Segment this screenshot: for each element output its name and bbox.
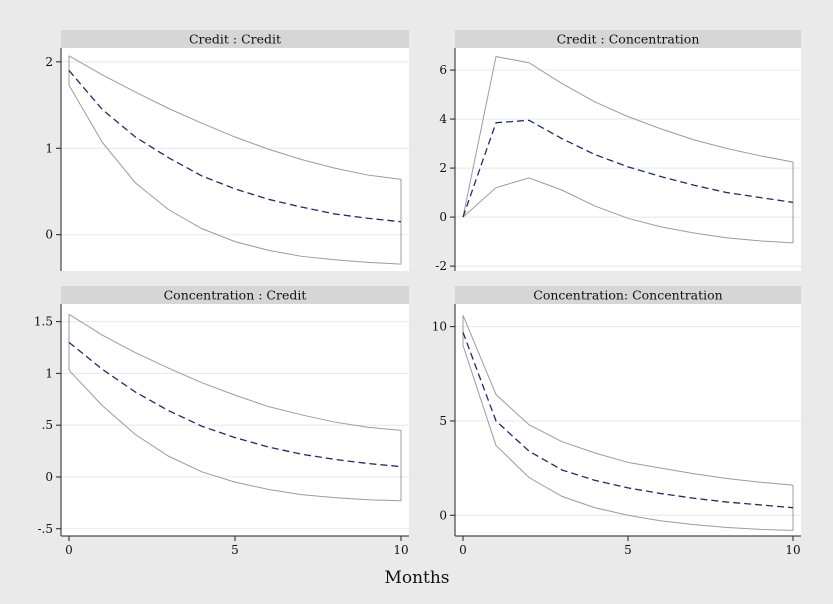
lower-bound-line (68, 84, 402, 265)
upper-bound-line (68, 55, 402, 180)
panel-background (455, 286, 801, 536)
lower-bound-line (68, 369, 402, 502)
irf-line (462, 332, 794, 509)
x-tick-label: 10 (785, 543, 800, 557)
y-tick-label: 0 (45, 228, 53, 242)
y-tick-label: 6 (439, 63, 447, 77)
x-tick-label: 5 (231, 543, 239, 557)
y-tick-label: 1 (45, 141, 53, 155)
panel-header (61, 30, 409, 48)
panel-header (61, 286, 409, 304)
irf-line (68, 341, 402, 468)
irf-line (68, 70, 402, 223)
y-tick-label: 10 (432, 320, 447, 334)
panel-2: Credit : Concentration -2 0 2 4 6 (435, 30, 801, 273)
panel-1: Credit : Credit 0 1 2 (45, 30, 409, 271)
panel-header (455, 30, 801, 48)
panel-header (455, 286, 801, 304)
x-axis-title: Months (384, 568, 449, 588)
y-tick-label: 2 (439, 161, 447, 175)
y-tick-label: 1.5 (34, 315, 53, 329)
panel-title: Credit : Credit (189, 32, 281, 47)
y-tick-label: 1 (45, 366, 53, 380)
panel-title: Concentration: Concentration (533, 288, 722, 303)
y-tick-label: 0 (45, 470, 53, 484)
y-tick-label: 4 (439, 112, 447, 126)
y-tick-label: -.5 (37, 522, 53, 536)
panel-background (61, 286, 409, 536)
panel-background (455, 30, 801, 271)
panel-background (61, 30, 409, 271)
irf-line (462, 119, 794, 218)
y-tick-label: .5 (42, 418, 53, 432)
lower-bound-line (462, 177, 794, 244)
x-tick-label: 0 (65, 543, 73, 557)
y-tick-label: 2 (45, 55, 53, 69)
panel-title: Credit : Concentration (557, 32, 700, 47)
y-tick-label: 0 (439, 210, 447, 224)
lower-bound-line (462, 345, 794, 531)
upper-bound-line (68, 313, 402, 431)
x-tick-label: 10 (393, 543, 408, 557)
upper-bound-line (462, 315, 794, 486)
panel-title: Concentration : Credit (164, 288, 307, 303)
y-tick-label: -2 (435, 259, 447, 273)
y-tick-label: 5 (439, 414, 447, 428)
panel-3: Concentration : Credit -.5 0 .5 1 1.5 0 5 10 (34, 286, 409, 557)
upper-bound-line (462, 55, 794, 218)
x-tick-label: 5 (624, 543, 632, 557)
y-tick-label: 0 (439, 508, 447, 522)
panel-4: Concentration: Concentration 0 5 10 0 5 10 (432, 286, 801, 557)
x-tick-label: 0 (459, 543, 467, 557)
